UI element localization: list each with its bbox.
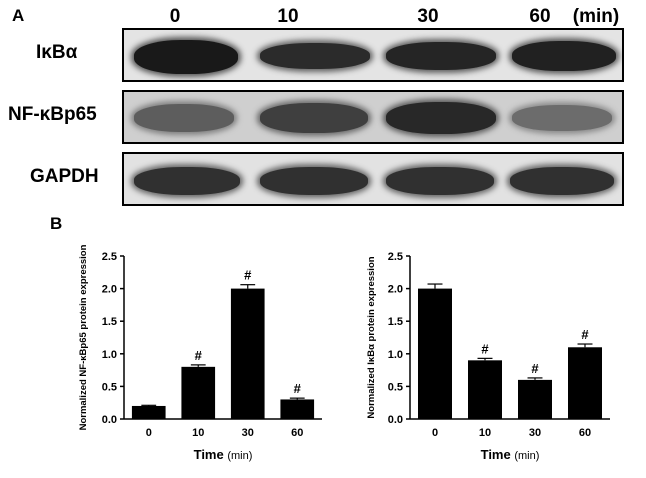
chart2-y-tick-label: 2.5 <box>388 251 403 263</box>
blot-band <box>260 103 368 133</box>
lane-label-0: 0 <box>169 6 181 27</box>
chart1-y-tick-label: 2.0 <box>102 284 117 296</box>
chart1-y-tick-label: 1.0 <box>102 349 117 361</box>
chart2-x-tick-label-60: 60 <box>579 427 591 439</box>
blot-band <box>512 105 612 131</box>
blot-band <box>134 104 234 132</box>
chart2-bar-10 <box>468 360 502 419</box>
chart2-y-tick-label: 0.5 <box>388 381 403 393</box>
lane-label-30: 30 <box>417 6 439 27</box>
chart1-x-tick-label-10: 10 <box>192 427 204 439</box>
panel-a-label: A <box>12 6 25 25</box>
chart2-x-tick-label-30: 30 <box>529 427 541 439</box>
chart1-bar-30 <box>230 288 265 419</box>
chart1-bar-60 <box>280 399 315 419</box>
blot-band <box>386 167 494 195</box>
row-label-gapdh: GAPDH <box>30 166 99 187</box>
blot-strip-ikba <box>122 28 624 82</box>
blot-band <box>512 41 616 71</box>
chart1-y-tick-label: 0.0 <box>102 414 117 426</box>
chart1-y-tick-label: 0.5 <box>102 381 117 393</box>
chart1-x-axis-label: Time (min) <box>194 447 253 462</box>
blot-band <box>260 167 368 195</box>
blot-band <box>260 43 370 69</box>
blot-strip-nfkbp65 <box>122 90 624 144</box>
chart2-bar-0 <box>418 288 452 419</box>
panel-b-label: B <box>50 214 63 233</box>
blot-strip-gapdh <box>122 152 624 206</box>
chart2-significance-30: # <box>531 361 539 376</box>
chart1-x-tick-label-60: 60 <box>291 427 303 439</box>
chart1-y-axis-label: Normalized NF-κBp65 protein expression <box>78 244 89 430</box>
chart1-x-tick-label-30: 30 <box>242 427 254 439</box>
blot-band <box>134 40 238 74</box>
chart1-bar-10 <box>181 366 216 419</box>
chart2-significance-10: # <box>481 341 489 356</box>
chart1-bar-0 <box>131 405 166 419</box>
chart2-y-tick-label: 0.0 <box>388 414 403 426</box>
lane-label-60: 60 <box>529 6 551 27</box>
lane-label-10: 10 <box>277 6 299 27</box>
chart2-significance-60: # <box>581 327 589 342</box>
chart2-bar-30 <box>518 379 552 419</box>
chart-nfkbp65: 0.0 0.5 1.0 1.5 2.0 2.5 0 #10 #30 #60 Time (min) No… <box>78 244 322 462</box>
chart2-y-tick-label: 1.5 <box>388 316 403 328</box>
row-label-ikba: IκBα <box>36 42 78 63</box>
chart1-significance-60: # <box>294 381 302 396</box>
lane-unit-label: (min) <box>572 6 620 27</box>
chart2-bar-60 <box>568 347 602 419</box>
chart1-y-tick-label: 2.5 <box>102 251 117 263</box>
chart2-x-tick-label-0: 0 <box>432 427 438 439</box>
chart2-y-tick-label: 2.0 <box>388 284 403 296</box>
chart2-y-tick-label: 1.0 <box>388 349 403 361</box>
chart1-x-tick-label-0: 0 <box>146 427 152 439</box>
chart1-y-tick-label: 1.5 <box>102 316 117 328</box>
blot-band <box>386 42 496 70</box>
blot-band <box>510 167 614 195</box>
chart1-significance-10: # <box>195 348 203 363</box>
chart2-x-axis-label: Time (min) <box>481 447 540 462</box>
row-label-nfkbp65: NF-κBp65 <box>8 104 97 125</box>
blot-band <box>134 167 240 195</box>
chart-ikba: 0.0 0.5 1.0 1.5 2.0 2.5 0 #10 #30 #60 Time (min) No… <box>366 251 610 462</box>
chart1-significance-30: # <box>244 268 252 283</box>
chart2-y-axis-label: Normalized IκBα protein expression <box>366 256 377 418</box>
blot-band <box>386 102 496 134</box>
chart2-x-tick-label-10: 10 <box>479 427 491 439</box>
